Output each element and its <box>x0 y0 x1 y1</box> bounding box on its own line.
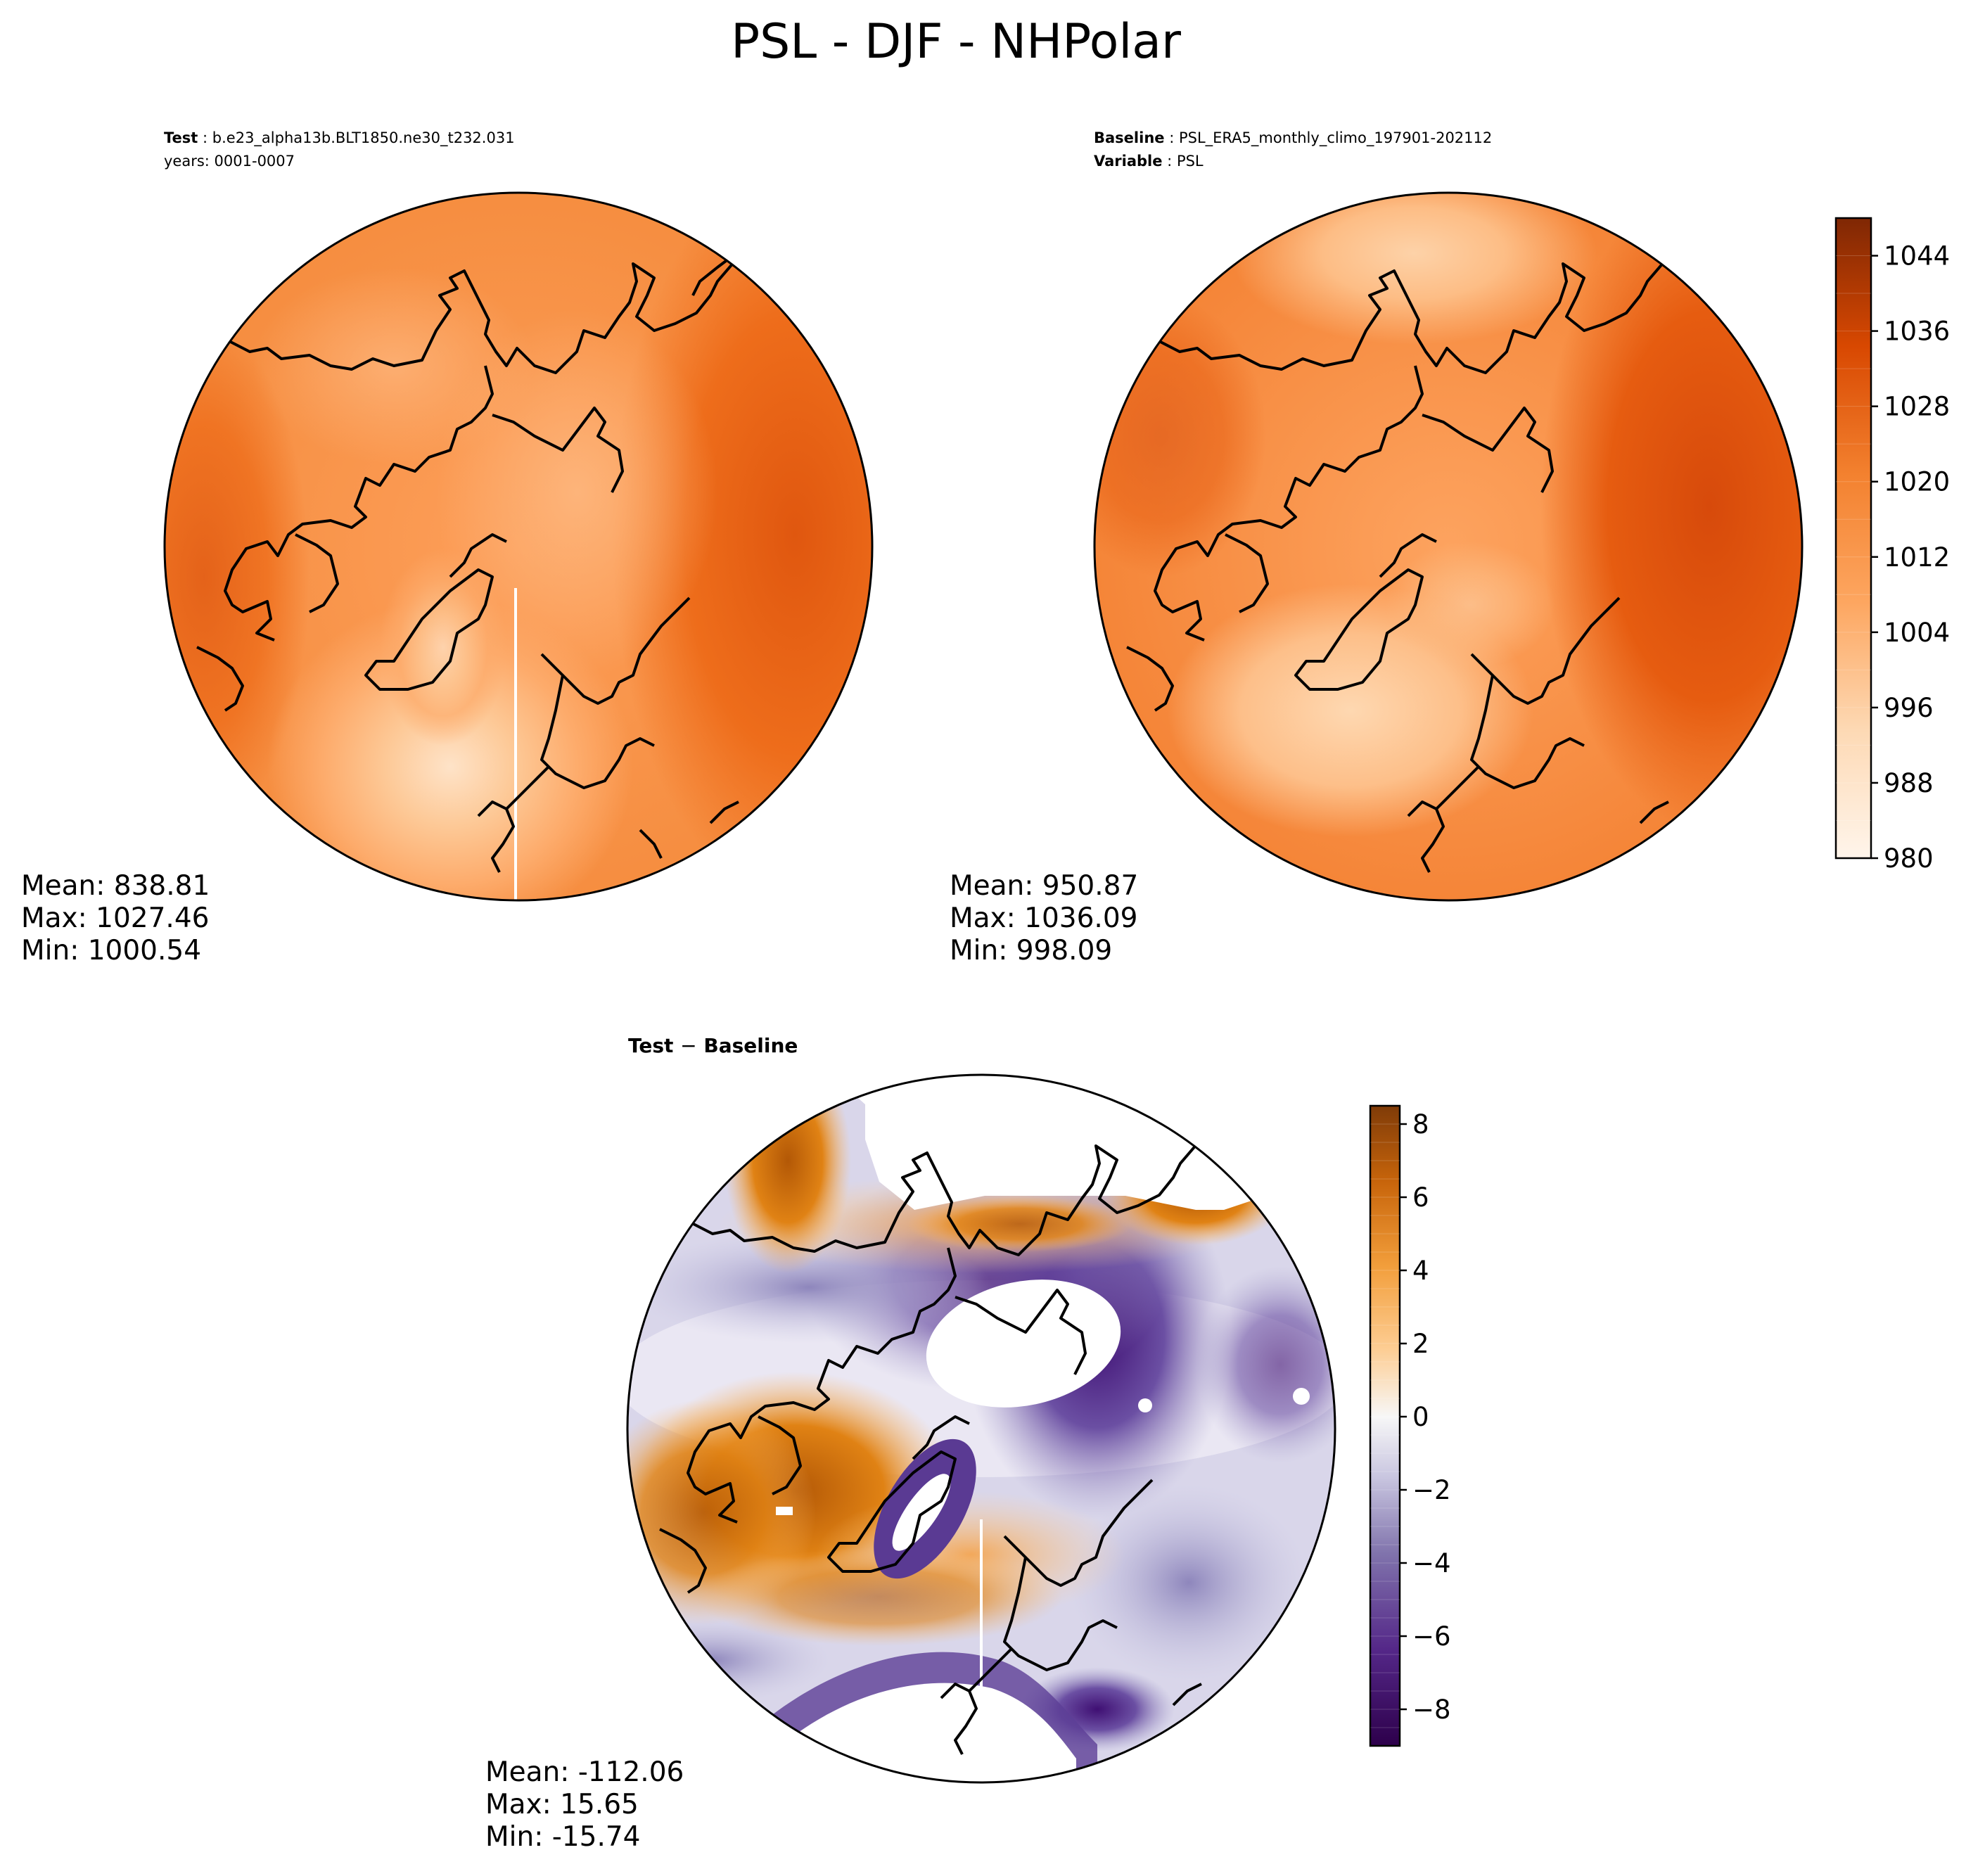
psl-colorbar-tick-label: 1020 <box>1884 467 1950 497</box>
baseline-header-label: Baseline <box>1094 129 1165 146</box>
baseline-header: Baseline : PSL_ERA5_monthly_climo_197901… <box>1094 129 1492 147</box>
diff-colorbar-tick-label: −2 <box>1412 1475 1451 1505</box>
test-mean: Mean: 838.81 <box>21 870 210 902</box>
baseline-max: Max: 1036.09 <box>950 902 1137 934</box>
psl-colorbar-tick-label: 996 <box>1884 693 1934 723</box>
diff-title-sep: − <box>680 1034 696 1057</box>
diff-colorbar-fill <box>1369 1104 1401 1747</box>
baseline-variable-value: PSL <box>1177 153 1204 170</box>
psl-colorbar-ticks: 980 988 996 1004 1012 1020 1028 1036 1044 <box>1836 241 1950 874</box>
test-coastlines <box>196 255 740 873</box>
baseline-variable-label: Variable <box>1094 153 1162 170</box>
diff-colorbar: −8 −6 −4 −2 0 2 4 6 8 <box>1369 1104 1451 1747</box>
test-map-frame <box>163 191 874 902</box>
diff-map-frame <box>626 1073 1336 1784</box>
diff-min: Min: -15.74 <box>485 1821 640 1853</box>
diff-map <box>626 1073 1336 1784</box>
baseline-mean: Mean: 950.87 <box>950 870 1138 902</box>
test-years: years: 0001-0007 <box>164 153 295 170</box>
diff-colorbar-tick-label: 2 <box>1412 1329 1429 1359</box>
test-min: Min: 1000.54 <box>21 935 201 966</box>
baseline-min: Min: 998.09 <box>950 935 1112 966</box>
diff-colorbar-tick-label: −8 <box>1412 1695 1451 1725</box>
diff-max: Max: 15.65 <box>485 1789 639 1820</box>
diff-title-right: Baseline <box>703 1034 798 1057</box>
psl-colorbar-fill <box>1834 217 1872 860</box>
diff-colorbar-ticks: −8 −6 −4 −2 0 2 4 6 8 <box>1370 1109 1451 1728</box>
test-header: Test : b.e23_alpha13b.BLT1850.ne30_t232.… <box>164 129 515 147</box>
diff-coastlines <box>659 1137 1203 1755</box>
diff-title-left: Test <box>628 1034 673 1057</box>
baseline-coastlines <box>1126 255 1670 873</box>
test-header-label: Test <box>164 129 198 146</box>
psl-colorbar-tick-label: 1044 <box>1884 241 1950 272</box>
baseline-variable: Variable : PSL <box>1094 153 1204 170</box>
figure-title: PSL - DJF - NHPolar <box>731 14 1181 70</box>
test-case-name: b.e23_alpha13b.BLT1850.ne30_t232.031 <box>212 129 515 147</box>
psl-colorbar-tick-label: 1028 <box>1884 392 1950 422</box>
baseline-case-name: PSL_ERA5_monthly_climo_197901-202112 <box>1179 129 1492 147</box>
test-map <box>163 191 874 902</box>
diff-title: Test − Baseline <box>628 1034 798 1057</box>
diff-colorbar-tick-label: 8 <box>1412 1109 1429 1140</box>
baseline-map-frame <box>1093 191 1804 902</box>
psl-colorbar-tick-label: 1004 <box>1884 618 1950 648</box>
baseline-map <box>1093 191 1804 902</box>
psl-colorbar-tick-label: 1012 <box>1884 542 1950 573</box>
diff-colorbar-tick-label: 6 <box>1412 1182 1429 1213</box>
diff-colorbar-tick-label: 0 <box>1412 1402 1429 1432</box>
diff-colorbar-tick-label: −4 <box>1412 1548 1451 1578</box>
psl-colorbar-tick-label: 980 <box>1884 843 1934 874</box>
diff-mean: Mean: -112.06 <box>485 1756 684 1788</box>
psl-colorbar: 980 988 996 1004 1012 1020 1028 1036 1044 <box>1834 217 1950 874</box>
psl-colorbar-tick-label: 1036 <box>1884 317 1950 347</box>
psl-colorbar-tick-label: 988 <box>1884 768 1934 798</box>
diff-colorbar-tick-label: 4 <box>1412 1256 1429 1286</box>
test-max: Max: 1027.46 <box>21 902 209 934</box>
diff-colorbar-tick-label: −6 <box>1412 1621 1451 1652</box>
